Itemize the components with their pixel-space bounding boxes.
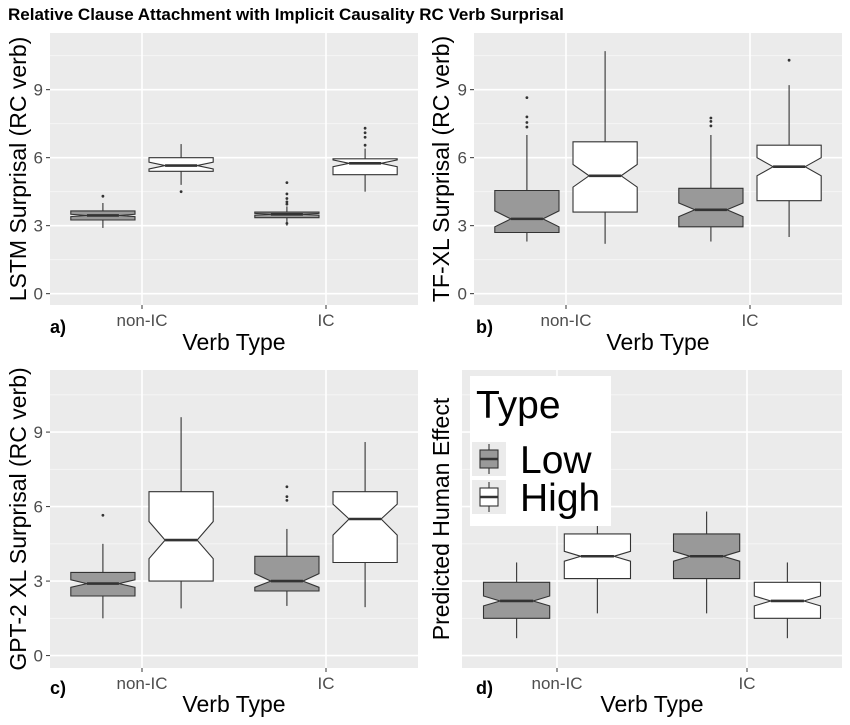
outlier-point [285, 495, 289, 499]
y-tick-label: 9 [458, 81, 467, 100]
outlier-point [363, 131, 367, 135]
y-tick-label: 0 [34, 285, 43, 304]
outlier-point [285, 200, 289, 204]
x-tick-label: IC [742, 311, 759, 330]
x-tick-label: non-IC [540, 311, 591, 330]
x-tick-label: non-IC [531, 674, 582, 693]
panel-label: b) [476, 317, 493, 337]
outlier-point [709, 124, 713, 128]
boxplot-low-non-ic [482, 562, 551, 639]
box [332, 491, 398, 564]
box [332, 158, 398, 176]
y-tick-label: 9 [34, 423, 43, 442]
outlier-point [525, 121, 529, 124]
boxplot-high-non-ic [572, 51, 638, 244]
y-axis-title: GPT-2 XL Surprisal (RC verb) [5, 367, 31, 670]
figure-title: Relative Clause Attachment with Implicit… [8, 5, 564, 24]
panel-b: 0 3 6 9 non-IC IC Verb Type TF-XL Surprisal (RC… [428, 33, 842, 355]
x-axis-title: Verb Type [182, 691, 285, 717]
outlier-point [709, 116, 713, 120]
outlier-point [285, 498, 289, 502]
y-tick-label: 0 [34, 647, 43, 666]
outlier-point [285, 222, 289, 225]
x-tick-label: non-IC [116, 674, 167, 693]
panels: 0 3 6 9 non-IC IC Verb Type LSTM Surprisal (RC … [5, 33, 842, 717]
boxplot-high-ic [756, 58, 822, 237]
x-tick-label: IC [739, 674, 756, 693]
y-tick-label: 6 [34, 149, 43, 168]
outlier-point [709, 120, 713, 123]
y-axis-title: Predicted Human Effect [428, 397, 454, 640]
legend-title: Type [476, 384, 561, 427]
outlier-point [363, 143, 367, 147]
x-tick-label: IC [318, 674, 335, 693]
y-axis-title: LSTM Surprisal (RC verb) [5, 37, 31, 302]
boxplot-high-non-ic [148, 417, 214, 609]
panel-label: c) [50, 678, 66, 698]
boxplot-low-ic [678, 116, 744, 242]
x-axis-title: Verb Type [600, 691, 703, 717]
outlier-point [363, 135, 367, 139]
y-tick-label: 6 [458, 149, 467, 168]
x-tick-label: non-IC [116, 311, 167, 330]
outlier-point [525, 125, 529, 129]
boxplot-low-ic [672, 511, 741, 614]
y-tick-label: 3 [34, 572, 43, 591]
y-tick-label: 3 [458, 217, 467, 236]
boxplot-low-non-ic [70, 194, 136, 228]
y-axis-title: TF-XL Surprisal (RC verb) [428, 36, 454, 302]
outlier-point [285, 192, 289, 196]
boxplot-high-ic [332, 126, 398, 192]
outlier-point [285, 197, 289, 200]
outlier-point [363, 126, 367, 130]
boxplot-low-ic [254, 485, 320, 606]
outlier-point [101, 513, 105, 517]
outlier-point [179, 190, 183, 194]
box [494, 189, 560, 234]
panel-a: 0 3 6 9 non-IC IC Verb Type LSTM Surprisal (RC … [5, 33, 418, 355]
outlier-point [285, 181, 289, 185]
boxplot-high-non-ic [563, 511, 632, 614]
boxplot-low-non-ic [70, 513, 136, 619]
x-tick-label: IC [318, 311, 335, 330]
legend-label-low: Low [520, 439, 592, 482]
panel-c: 0 3 6 9 non-IC IC Verb Type GPT-2 XL Surprisal … [5, 367, 418, 717]
legend-label-high: High [520, 477, 600, 520]
boxplot-low-non-ic [494, 96, 560, 242]
box [756, 144, 822, 202]
outlier-point [787, 58, 791, 62]
outlier-point [525, 115, 529, 119]
panel-label: d) [476, 678, 493, 698]
panel-label: a) [50, 317, 66, 337]
outlier-point [101, 194, 105, 198]
panel-d: non-IC IC Verb Type Predicted Human Effect d… [428, 370, 842, 717]
outlier-point [285, 485, 289, 489]
box [678, 187, 744, 228]
boxplot-high-non-ic [148, 144, 214, 194]
y-tick-label: 3 [34, 217, 43, 236]
x-axis-title: Verb Type [182, 329, 285, 355]
y-tick-label: 0 [458, 285, 467, 304]
y-tick-label: 9 [34, 81, 43, 100]
y-tick-label: 6 [34, 498, 43, 517]
box [148, 491, 214, 582]
outlier-point [525, 96, 529, 99]
x-axis-title: Verb Type [606, 329, 709, 355]
boxplot-high-ic [753, 562, 822, 639]
boxplot-high-ic [332, 442, 398, 608]
boxplot-low-ic [254, 181, 320, 226]
outlier-point [285, 202, 289, 206]
box [254, 555, 320, 592]
